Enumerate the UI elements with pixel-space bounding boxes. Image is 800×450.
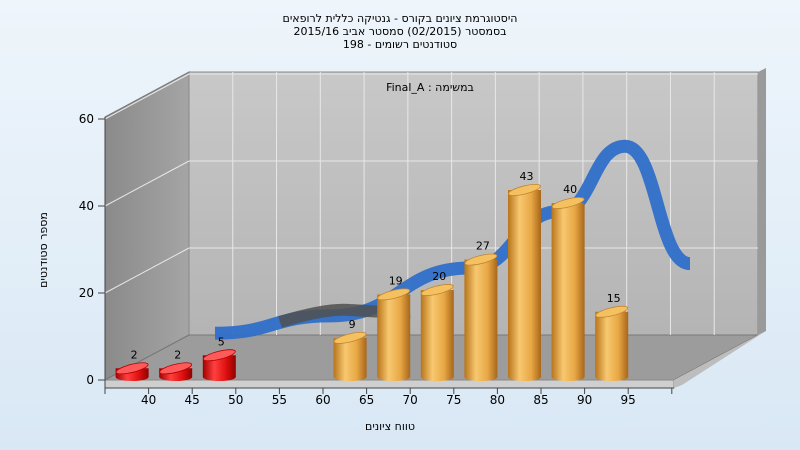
data-label-80: 27: [476, 240, 490, 253]
chart-annotation: במשימה : Final_A: [386, 81, 474, 94]
bar-top-40: [115, 362, 149, 375]
data-label-85: 43: [520, 170, 534, 183]
gridline-left-60: [104, 73, 190, 120]
x-tick-label-70: 70: [403, 393, 418, 407]
bar-95: [595, 305, 629, 381]
y-tick-label-40: 40: [79, 199, 94, 213]
x-tick-label-85: 85: [533, 393, 548, 407]
bar-body-80: [464, 259, 498, 381]
bar-body-70: [377, 294, 411, 381]
data-label-75: 20: [432, 270, 446, 283]
x-tick-label-45: 45: [185, 393, 200, 407]
x-tick-label-40: 40: [141, 393, 156, 407]
x-tick-label-55: 55: [272, 393, 287, 407]
bar-body-65: [333, 337, 367, 381]
bar-70: [377, 288, 411, 381]
data-label-65: 9: [349, 318, 356, 331]
bar-75: [420, 284, 454, 381]
x-tick-label-65: 65: [359, 393, 374, 407]
gridline-left-40: [104, 160, 190, 207]
x-tick-label-90: 90: [577, 393, 592, 407]
chart-title-line-3: סטודנטים רשומים - 198: [342, 38, 458, 51]
x-tick-label-95: 95: [621, 393, 636, 407]
bar-body-85: [508, 189, 541, 381]
y-tick-label-0: 0: [86, 373, 94, 387]
bar-body-75: [420, 290, 454, 381]
bar-body-90: [551, 203, 585, 381]
bar-top-85: [508, 183, 541, 196]
chart-floor-edge: [104, 379, 675, 389]
chart-left-wall: [104, 71, 190, 381]
bars: [115, 183, 629, 381]
data-label-50: 5: [218, 335, 225, 348]
data-label-40: 2: [131, 348, 138, 361]
chart-title-line-2: בסמסטר (02/2015) סמסטר אביב 2015/16: [293, 25, 507, 38]
x-tick-label-80: 80: [490, 393, 505, 407]
chart-right-edge: [758, 68, 766, 335]
bar-body-50: [202, 355, 236, 381]
bar-top-50: [202, 349, 236, 362]
data-label-45: 2: [174, 348, 181, 361]
chart-floor-right-edge: [674, 331, 766, 388]
bar-top-45: [159, 362, 193, 375]
data-label-95: 15: [607, 292, 621, 305]
chart-title-line-1: היסטוגרמת ציונים בקורס - גנטיקה כללית לר…: [282, 12, 518, 25]
bar-top-70: [377, 288, 411, 301]
bar-80: [464, 253, 498, 381]
bar-90: [551, 197, 585, 381]
data-label-70: 19: [389, 274, 403, 287]
y-axis: 0 20 40 60: [79, 112, 106, 388]
gridline-left-20: [104, 247, 190, 294]
bar-top-65: [333, 331, 367, 344]
y-tick-label-60: 60: [79, 112, 94, 126]
x-axis: 40 45 50 55 60 65 70 75 80 85 90 95: [104, 387, 674, 407]
bar-50: [202, 349, 236, 381]
data-labels: 2 2 5 9 19 20 27 43 40 15: [131, 170, 621, 361]
x-tick-label-60: 60: [315, 393, 330, 407]
x-axis-title: טווח ציונים: [365, 420, 415, 433]
bar-65: [333, 331, 367, 381]
bar-top-80: [464, 253, 498, 266]
bar-40: [115, 362, 149, 381]
bar-45: [159, 362, 193, 381]
bar-top-90: [551, 197, 585, 209]
data-label-90: 40: [563, 183, 577, 196]
bar-top-95: [595, 305, 629, 318]
y-tick-label-20: 20: [79, 286, 94, 300]
bar-top-75: [420, 284, 454, 296]
x-tick-label-50: 50: [228, 393, 243, 407]
bar-85: [508, 183, 541, 381]
y-axis-title: מספר סטודנטים: [37, 212, 50, 288]
bar-body-95: [595, 311, 629, 381]
x-tick-label-75: 75: [446, 393, 461, 407]
